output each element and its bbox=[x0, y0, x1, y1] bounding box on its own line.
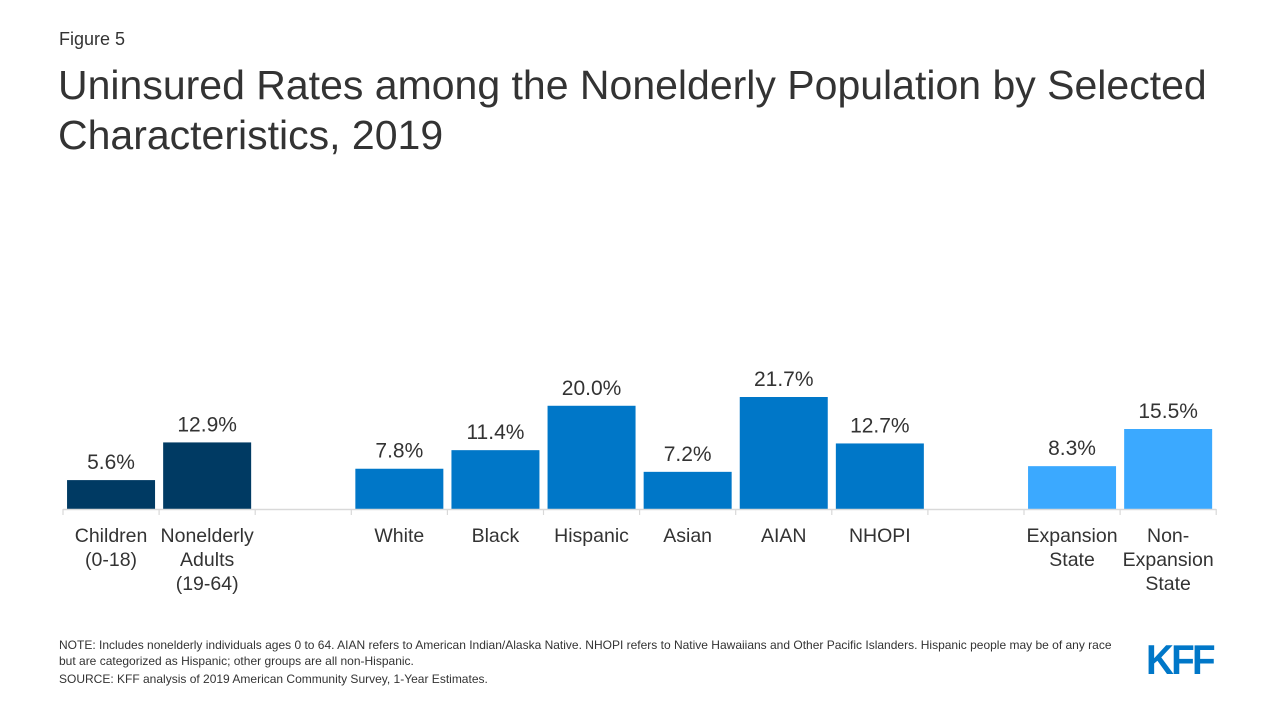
x-tick-label: Children bbox=[75, 525, 148, 547]
data-label: 7.2% bbox=[664, 443, 712, 466]
kff-logo: KFF bbox=[1146, 636, 1216, 683]
x-tick-label: Asian bbox=[663, 525, 712, 547]
data-label: 12.7% bbox=[850, 414, 910, 437]
data-label: 21.7% bbox=[754, 368, 814, 391]
bar-5 bbox=[547, 405, 636, 509]
x-tick-label: State bbox=[1145, 573, 1191, 595]
x-tick-label: Black bbox=[472, 525, 520, 547]
x-tick-label: State bbox=[1049, 549, 1095, 571]
x-tick-label: Adults bbox=[180, 549, 234, 571]
x-tick-label: Non- bbox=[1147, 525, 1189, 547]
data-label: 12.9% bbox=[177, 413, 237, 436]
chart-title: Uninsured Rates among the Nonelderly Pop… bbox=[58, 62, 1207, 158]
bar-1 bbox=[163, 442, 252, 509]
data-label: 7.8% bbox=[375, 440, 423, 463]
x-tick-label: Hispanic bbox=[554, 525, 629, 547]
x-tick-label: White bbox=[374, 525, 424, 547]
data-label: 11.4% bbox=[466, 421, 524, 444]
bar-3 bbox=[355, 468, 444, 509]
bar-11 bbox=[1124, 429, 1213, 509]
x-tick-label: Nonelderly bbox=[161, 525, 254, 547]
chart-note: NOTE: Includes nonelderly individuals ag… bbox=[59, 638, 1112, 668]
x-tick-label: Expansion bbox=[1123, 549, 1214, 571]
data-label: 20.0% bbox=[562, 377, 622, 400]
data-label: 15.5% bbox=[1138, 400, 1198, 423]
x-tick-label: Expansion bbox=[1027, 525, 1118, 547]
data-label: 8.3% bbox=[1048, 437, 1096, 460]
x-tick-label: NHOPI bbox=[849, 525, 911, 547]
data-label: 5.6% bbox=[87, 451, 135, 474]
chart-source: SOURCE: KFF analysis of 2019 American Co… bbox=[59, 672, 488, 686]
bar-0 bbox=[67, 480, 156, 509]
bar-8 bbox=[835, 443, 924, 509]
bar-4 bbox=[451, 450, 540, 509]
figure-label: Figure 5 bbox=[59, 29, 126, 49]
bar-6 bbox=[643, 471, 732, 509]
x-tick-label: (0-18) bbox=[85, 549, 137, 571]
x-tick-label: (19-64) bbox=[176, 573, 239, 595]
bar-10 bbox=[1028, 466, 1117, 509]
x-tick-label: AIAN bbox=[761, 525, 807, 547]
bar-7 bbox=[739, 397, 828, 509]
bar-chart: 5.6% 12.9% 7.8% 11.4% 20.0% 7.2% 21.7% 12.7% 8.3… bbox=[62, 368, 1217, 595]
